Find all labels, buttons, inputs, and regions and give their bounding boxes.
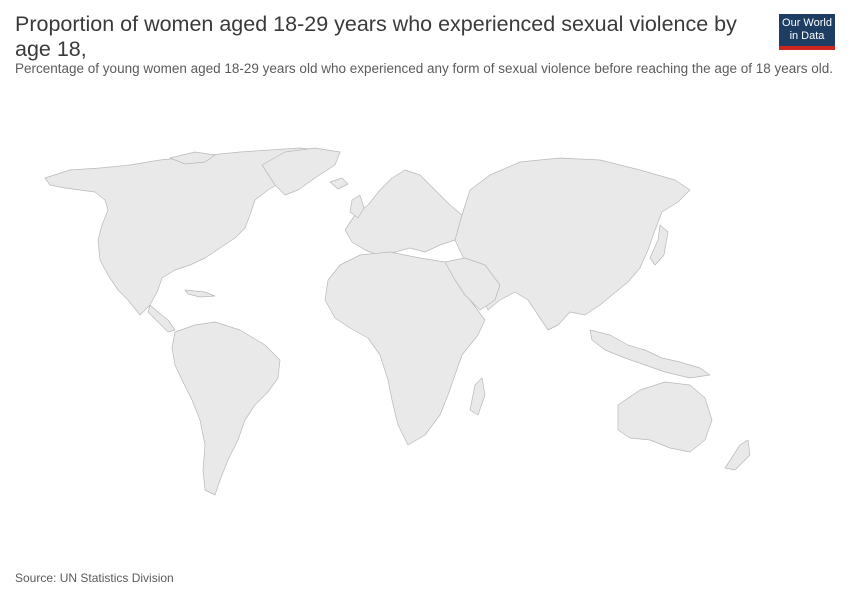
europe[interactable] <box>344 169 471 257</box>
arctic-islands[interactable] <box>169 151 216 165</box>
central-america[interactable] <box>147 304 176 333</box>
owid-logo[interactable]: Our World in Data <box>779 14 835 50</box>
greenland[interactable] <box>261 147 341 196</box>
arabian-peninsula[interactable] <box>444 257 501 311</box>
new-zealand[interactable] <box>724 439 751 471</box>
great-britain[interactable] <box>349 194 365 219</box>
logo-line-1: Our World <box>782 17 832 29</box>
world-map <box>44 147 751 496</box>
source-note: Source: UN Statistics Division <box>15 571 174 585</box>
chart-subtitle: Percentage of young women aged 18-29 yea… <box>15 61 834 76</box>
madagascar[interactable] <box>469 377 486 416</box>
chart-title: Proportion of women aged 18-29 years who… <box>15 12 737 61</box>
south-america[interactable] <box>171 321 281 496</box>
iceland[interactable] <box>329 177 349 190</box>
southeast-asia-islands[interactable] <box>589 329 711 379</box>
australia[interactable] <box>617 381 713 453</box>
logo-line-2: in Data <box>789 30 825 42</box>
caribbean[interactable] <box>184 289 216 298</box>
japan[interactable] <box>649 224 669 266</box>
asia[interactable] <box>454 157 691 331</box>
north-america[interactable] <box>44 147 321 316</box>
